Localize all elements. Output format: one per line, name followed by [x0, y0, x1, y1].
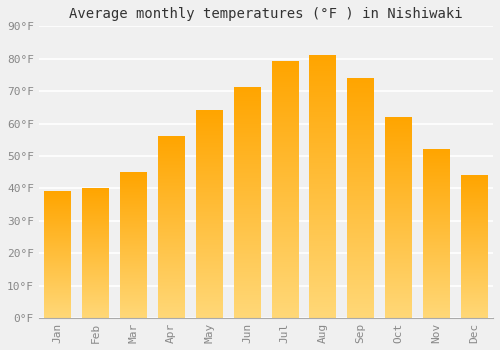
Title: Average monthly temperatures (°F ) in Nishiwaki: Average monthly temperatures (°F ) in Ni… [69, 7, 462, 21]
